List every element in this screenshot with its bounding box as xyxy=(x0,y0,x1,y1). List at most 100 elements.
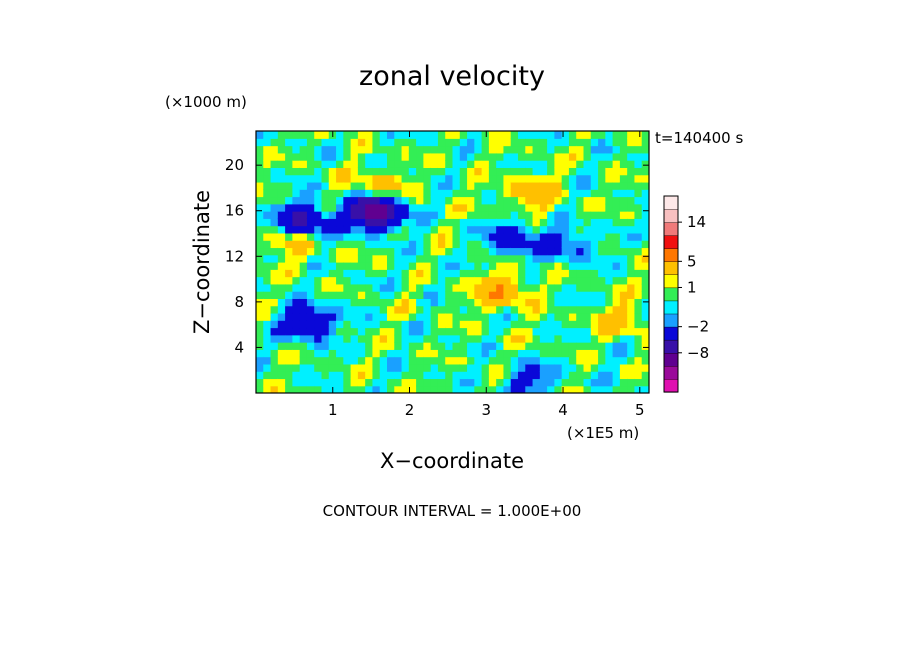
field-cell xyxy=(496,167,505,176)
field-cell xyxy=(437,269,446,278)
field-cell xyxy=(598,371,606,380)
field-cell xyxy=(321,225,330,234)
field-cell xyxy=(525,240,534,249)
field-cell xyxy=(256,225,264,234)
field-cell xyxy=(612,131,621,139)
field-cell xyxy=(496,334,505,343)
field-cell xyxy=(568,160,577,168)
field-cell xyxy=(336,385,344,393)
field-cell xyxy=(306,305,315,314)
field-cell xyxy=(605,342,614,350)
field-cell xyxy=(306,152,315,161)
field-cell xyxy=(539,283,548,292)
field-cell xyxy=(379,152,388,161)
field-cell xyxy=(525,225,534,234)
field-cell xyxy=(394,378,403,387)
field-cell xyxy=(372,298,381,307)
field-cell xyxy=(357,181,366,190)
field-cell xyxy=(270,247,279,256)
field-cell xyxy=(467,254,475,263)
field-cell xyxy=(285,254,293,263)
field-cell xyxy=(518,312,526,321)
field-cell xyxy=(365,298,374,307)
field-cell xyxy=(292,371,301,380)
field-cell xyxy=(437,276,446,285)
field-cell xyxy=(503,312,512,321)
field-cell xyxy=(365,211,374,219)
field-cell xyxy=(481,145,490,154)
field-cell xyxy=(365,385,374,393)
field-cell xyxy=(459,160,468,168)
field-cell xyxy=(518,305,526,314)
field-cell xyxy=(590,298,599,307)
field-cell xyxy=(459,269,468,278)
field-cell xyxy=(605,145,614,154)
field-cell xyxy=(372,131,381,139)
field-cell xyxy=(641,269,649,278)
field-cell xyxy=(576,312,585,321)
field-cell xyxy=(583,254,592,263)
field-cell xyxy=(430,291,439,299)
field-cell xyxy=(612,254,621,263)
field-cell xyxy=(554,232,563,241)
field-cell xyxy=(256,196,264,205)
field-cell xyxy=(619,262,628,270)
field-cell xyxy=(561,342,570,350)
field-cell xyxy=(583,305,592,314)
field-cell xyxy=(619,356,628,365)
field-cell xyxy=(554,349,563,358)
field-cell xyxy=(525,342,534,350)
field-cell xyxy=(336,167,344,176)
field-cell xyxy=(532,174,541,183)
field-cell xyxy=(328,254,337,263)
field-cell xyxy=(430,145,439,154)
field-cell xyxy=(605,269,614,278)
field-cell xyxy=(292,312,301,321)
field-cell xyxy=(350,298,359,307)
field-cell xyxy=(518,356,526,365)
field-cell xyxy=(518,363,526,372)
field-cell xyxy=(452,327,461,336)
field-cell xyxy=(299,298,308,307)
field-cell xyxy=(401,269,410,278)
field-cell xyxy=(605,254,614,263)
field-cell xyxy=(379,291,388,299)
field-cell xyxy=(357,349,366,358)
field-cell xyxy=(306,240,315,249)
field-cell xyxy=(357,298,366,307)
field-cell xyxy=(576,283,585,292)
field-cell xyxy=(561,334,570,343)
field-cell xyxy=(576,247,585,256)
field-cell xyxy=(306,203,315,212)
field-cell xyxy=(263,334,272,343)
field-cell xyxy=(590,152,599,161)
colorbar-tick-label: 5 xyxy=(687,252,697,270)
field-cell xyxy=(576,291,585,299)
field-cell xyxy=(299,283,308,292)
field-cell xyxy=(365,225,374,234)
field-cell xyxy=(416,211,424,219)
field-cell xyxy=(561,356,570,365)
field-cell xyxy=(306,320,315,329)
field-cell xyxy=(452,334,461,343)
field-cell xyxy=(532,196,541,205)
field-cell xyxy=(336,349,344,358)
field-cell xyxy=(416,203,424,212)
field-cell xyxy=(459,218,468,227)
field-cell xyxy=(277,363,286,372)
x-units-label: (×1E5 m) xyxy=(567,424,639,442)
field-cell xyxy=(357,342,366,350)
field-cell xyxy=(459,211,468,219)
field-cell xyxy=(343,232,352,241)
field-cell xyxy=(416,218,424,227)
field-cell xyxy=(619,291,628,299)
field-cell xyxy=(328,203,337,212)
field-cell xyxy=(394,283,403,292)
field-cell xyxy=(350,320,359,329)
field-cell xyxy=(481,262,490,270)
field-cell xyxy=(488,378,497,387)
field-cell xyxy=(496,247,505,256)
field-cell xyxy=(350,160,359,168)
field-cell xyxy=(532,269,541,278)
field-cell xyxy=(547,232,555,241)
